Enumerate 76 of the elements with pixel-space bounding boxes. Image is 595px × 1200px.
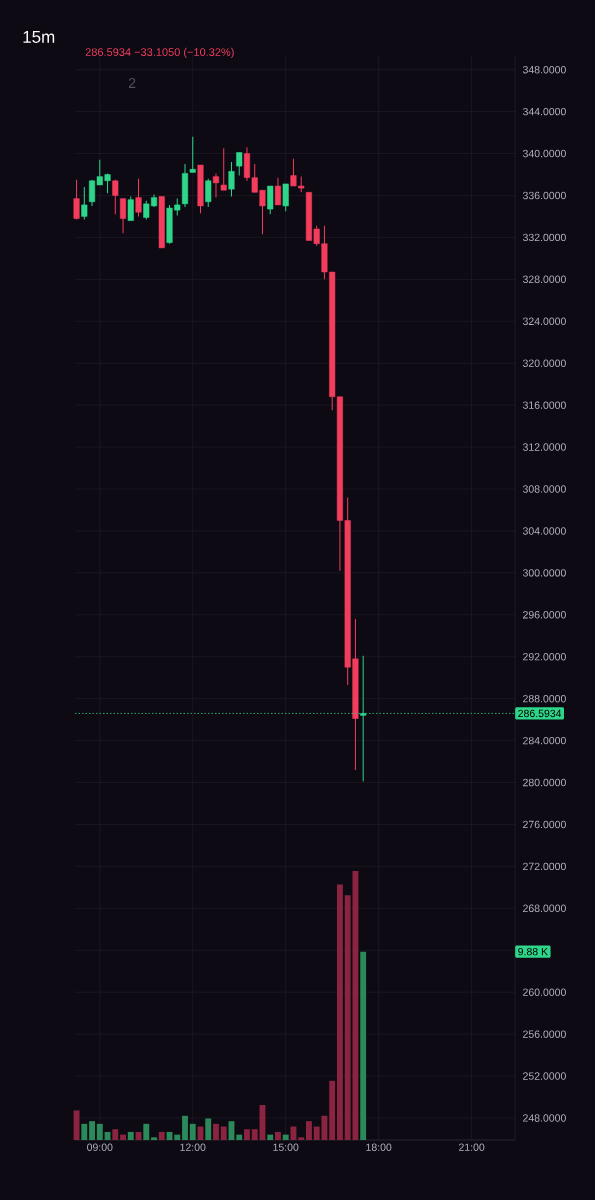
y-tick-label: 292.0000: [523, 653, 566, 661]
y-tick-label: 344.0000: [522, 107, 566, 116]
candlestick: [119, 198, 127, 234]
candlestick: [282, 183, 289, 212]
y-tick-label: 332.0000: [522, 233, 566, 242]
text: 9.88 K: [518, 947, 548, 956]
x-tick-label: 15:00: [273, 1143, 299, 1151]
y-tick-label: 348.0000: [522, 65, 566, 74]
y-tick-label: 324.0000: [522, 317, 566, 325]
x-tick-label: 21:00: [459, 1143, 485, 1151]
candlestick: [189, 136, 196, 173]
bar: [182, 1115, 188, 1140]
candlestick: [267, 185, 274, 215]
bar: [112, 1129, 119, 1140]
bar: [236, 1134, 243, 1140]
y-tick-label: 280.0000: [523, 778, 566, 787]
candlestick: [112, 179, 119, 215]
bar: [244, 1129, 250, 1140]
bar: [205, 1118, 212, 1140]
annotation: 2: [128, 78, 136, 88]
candlestick: [205, 178, 212, 208]
bar: [360, 951, 367, 1140]
y-tick-label: 276.0000: [523, 820, 566, 829]
bar: [267, 1134, 274, 1140]
y-tick-label: 272.0000: [523, 862, 566, 871]
x-tick-label: 09:00: [87, 1143, 113, 1151]
bar: [174, 1134, 181, 1140]
bar: [298, 1137, 305, 1140]
bar: [127, 1131, 134, 1140]
bar: [81, 1123, 88, 1140]
candlestick: [127, 196, 134, 222]
bar: [151, 1137, 157, 1140]
y-tick-label: 304.0000: [522, 527, 566, 535]
y-tick-label: 296.0000: [523, 611, 566, 619]
bar: [275, 1131, 281, 1140]
ref-line-label: 286.5934: [518, 709, 562, 718]
y-tick-label: 268.0000: [523, 904, 566, 913]
y-tick-label: 312.0000: [522, 443, 566, 451]
candlestick: [274, 177, 281, 206]
candlestick: [236, 151, 243, 177]
y-tick-label: 288.0000: [523, 694, 566, 703]
y-tick-label: 308.0000: [522, 485, 566, 493]
annotation: 286.5934 −33.1050 (−10.32%): [85, 47, 234, 59]
bar: [329, 1080, 336, 1140]
y-tick-label: 252.0000: [523, 1072, 566, 1080]
bar: [189, 1123, 196, 1140]
bar: [89, 1121, 95, 1140]
y-tick-label: 248.0000: [523, 1114, 566, 1122]
bar: [251, 1129, 258, 1140]
y-tick-label: 340.0000: [522, 149, 566, 158]
bar: [96, 1123, 103, 1140]
candlestick: [212, 172, 220, 199]
y-tick-label: 336.0000: [522, 191, 566, 200]
bar: [220, 1126, 227, 1140]
y-tick-label: 328.0000: [522, 275, 566, 284]
bar: [306, 1121, 312, 1140]
bar: [213, 1123, 219, 1140]
bar: [158, 1131, 165, 1140]
candlestick: [135, 178, 142, 217]
bar: [120, 1134, 126, 1140]
bar: [282, 1134, 289, 1140]
x-tick-label: 18:00: [366, 1143, 392, 1151]
candlestick: [73, 179, 80, 221]
bar: [336, 884, 343, 1140]
x-tick-label: 12:00: [180, 1143, 206, 1151]
y-tick-label: 300.0000: [522, 569, 566, 577]
y-tick-label: 320.0000: [522, 359, 566, 367]
y-tick-label: 284.0000: [523, 736, 566, 745]
bar: [143, 1123, 150, 1140]
y-tick-label: 260.0000: [523, 988, 566, 996]
candlestick: [220, 147, 227, 191]
y-tick-label: 256.0000: [523, 1030, 566, 1038]
candlestick: [81, 186, 88, 221]
y-tick-label: 316.0000: [522, 401, 566, 409]
candlestick: [228, 161, 235, 198]
text: 15m: [23, 31, 55, 43]
